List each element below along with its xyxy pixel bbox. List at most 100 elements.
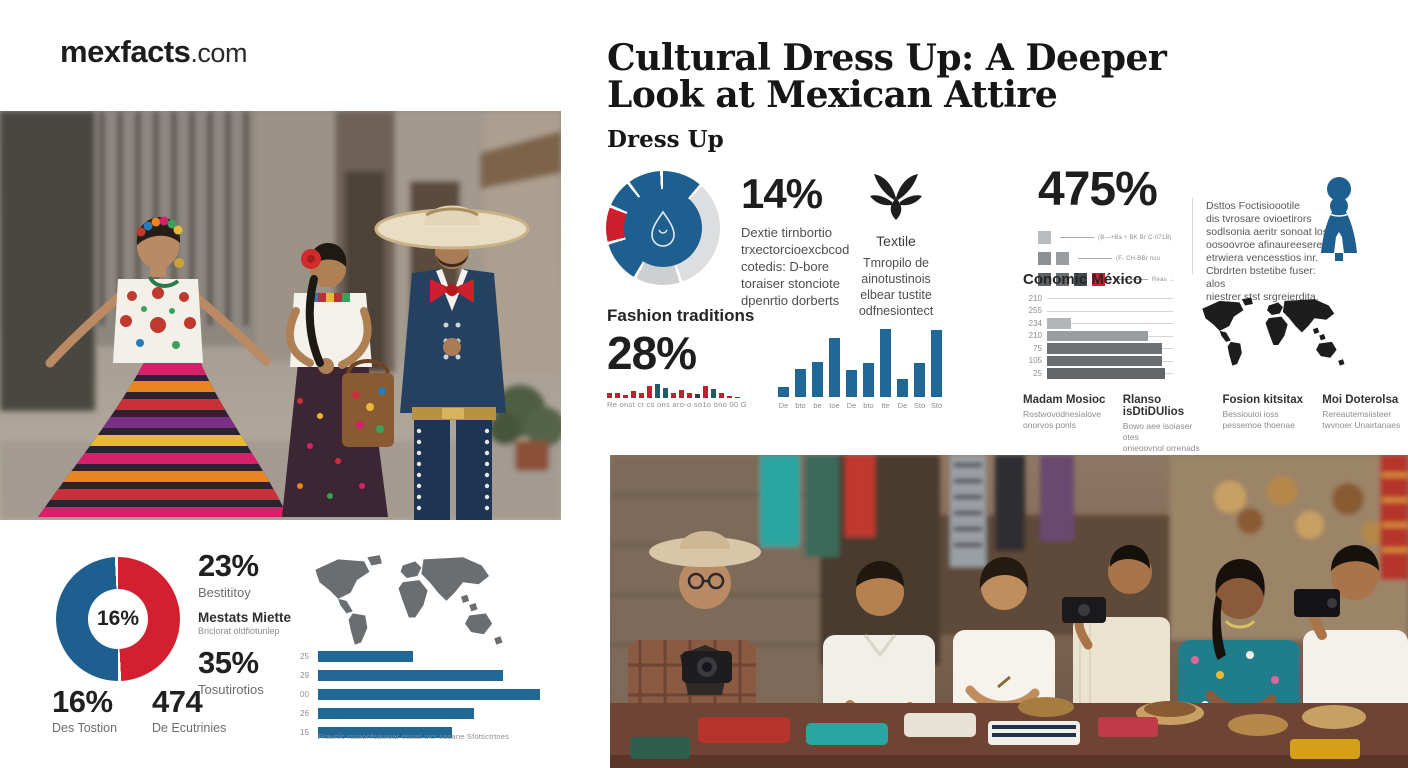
fashion-bar-chart: De bto be toe De bto tte De Sto Sto (778, 328, 944, 410)
bar (1047, 318, 1071, 329)
bar (711, 389, 716, 398)
vertical-divider (1192, 198, 1193, 274)
bar (735, 396, 740, 398)
tick-label: 75 (1033, 343, 1042, 353)
bar-row: 105 (1023, 355, 1173, 368)
bar-row: 210 (1023, 292, 1173, 305)
footnote-column: Moi Doterolsa Rereautemsiisteer twvnoer Un… (1322, 394, 1408, 454)
bar-column (631, 374, 636, 398)
text-line: Cbrdrten bstetibe fuser: alos (1206, 265, 1316, 290)
bottom-left-bar-chart: 25 29 00 26 15 (300, 650, 562, 745)
bar (318, 670, 504, 681)
text-line: dpenrtio dorberts (741, 293, 840, 308)
text-line: oosoovroe afinaureeseres (1206, 239, 1328, 251)
text-line: niestrer stst srgreierdita. (1206, 291, 1319, 303)
legend-square (1056, 273, 1069, 286)
bar-column (607, 374, 612, 398)
text-line: Tmropilo de (863, 256, 929, 270)
bar-column: Sto (931, 328, 942, 410)
sparkline-caption: Re onst cr cs ons aro-o so1o ono 00 G (607, 400, 747, 409)
tick-label: tte (881, 401, 890, 410)
textile-plant-icon (870, 174, 922, 220)
footnote-title: Rlanso isDtiDUlios (1122, 394, 1185, 418)
bar-track (1047, 292, 1173, 305)
legend-note: Reas → (1152, 276, 1175, 283)
bar (1047, 355, 1162, 366)
stat-475-value: 475% (1038, 163, 1158, 216)
title-line-1: Cultural Dress Up: A Deeper (607, 37, 1167, 79)
bar-row: 26 (300, 707, 562, 720)
text-line: elbear tustite (860, 288, 932, 302)
footnote-text: Rostwovodnesialove (1023, 409, 1101, 419)
footnote-text: onorvos ponls (1023, 420, 1076, 430)
market-table (610, 697, 1408, 768)
fashion-traditions-label: Fashion traditions (607, 306, 755, 325)
page-title: Cultural Dress Up: A Deeper Look at Mexic… (607, 37, 1167, 115)
bar-row: 210 (1023, 330, 1173, 343)
bar-row: 25 (1023, 367, 1173, 380)
bar-track (1047, 355, 1173, 368)
footnote-text: Bowo aee isoiaser otes (1122, 421, 1193, 442)
bar-column (703, 374, 708, 398)
bar (318, 651, 414, 662)
bar (615, 392, 620, 398)
stat-23-label: Bestititoy (198, 585, 251, 600)
bar-column: bto (795, 328, 806, 410)
bar-track (318, 726, 562, 739)
brand-name: mexfacts (60, 34, 191, 69)
bar (727, 396, 732, 398)
bar-column: De (846, 328, 857, 410)
bar (795, 368, 806, 397)
text-line: Dextie tirnbortio (741, 225, 833, 240)
bar (695, 394, 700, 398)
footnote-text: pessemoe thoenae (1222, 420, 1295, 430)
bar (655, 383, 660, 398)
bar (931, 330, 942, 397)
stat-474-label: De Ecutrinies (152, 721, 227, 735)
tick-label: 25 (300, 652, 309, 661)
tick-label: bto (795, 401, 806, 410)
bar (1047, 368, 1166, 379)
legend-row: (B—+Ba + BK Br C-071B) (1038, 231, 1188, 244)
bar-column (687, 374, 692, 398)
brand-tld: .com (190, 38, 247, 68)
bar-column (679, 374, 684, 398)
bar-row: 29 (300, 669, 562, 682)
bar (863, 363, 874, 397)
bottom-left-stats: 23% Bestititoy Mestats Miette Briclorat … (198, 548, 328, 697)
brand-logo[interactable]: mexfacts.com (60, 34, 247, 70)
world-map-gray (303, 551, 519, 660)
woman-dress-icon (1314, 175, 1364, 278)
bar-column (663, 374, 668, 398)
stat-35-label: Tosutirotios (198, 682, 264, 697)
stat-14-value: 14% (741, 170, 823, 217)
mestats-title: Mestats Miette (198, 610, 292, 625)
legend-note: (B—+Ba + BK Br C-071B) (1098, 234, 1172, 241)
legend-square (1056, 252, 1069, 265)
split-donut-center: 16% (88, 589, 148, 649)
bar-column (639, 374, 644, 398)
bar (663, 388, 668, 398)
bar-column (671, 374, 676, 398)
bar-row: 234 (1023, 317, 1173, 330)
stat-14-description: Dextie tirnbortio trxectorcioexcbcod coted… (741, 224, 861, 309)
footnote-column: Madam Mosioc Rostwovodnesialove onorvos po… (1023, 394, 1110, 454)
tick-label: 210 (1028, 331, 1042, 341)
bar-row: 255 (1023, 305, 1173, 318)
drop-icon (651, 210, 675, 247)
footnote-text: twvnoer Unairtanaes (1322, 420, 1401, 430)
text-line: toraiser stonciote (741, 276, 840, 291)
text-line: trxectorcioexcbcod (741, 242, 850, 257)
stat-474-value: 474 (152, 684, 203, 719)
bar-column: bto (863, 328, 874, 410)
tick-label: Sto (913, 401, 926, 410)
photo-traditional-attire (0, 111, 561, 520)
mestats-block: Mestats Miette Briclorat oldfiotunlep (198, 610, 328, 636)
bar-row: 25 (300, 650, 562, 663)
bar (829, 337, 840, 397)
footnote-column: Rlanso isDtiDUlios Bowo aee isoiaser otes… (1123, 394, 1210, 454)
bar (914, 363, 925, 397)
bar (719, 393, 724, 398)
conomic-bar-chart: 210 255 234 210 75 105 25 (1023, 292, 1173, 380)
legend-line (1114, 279, 1148, 280)
